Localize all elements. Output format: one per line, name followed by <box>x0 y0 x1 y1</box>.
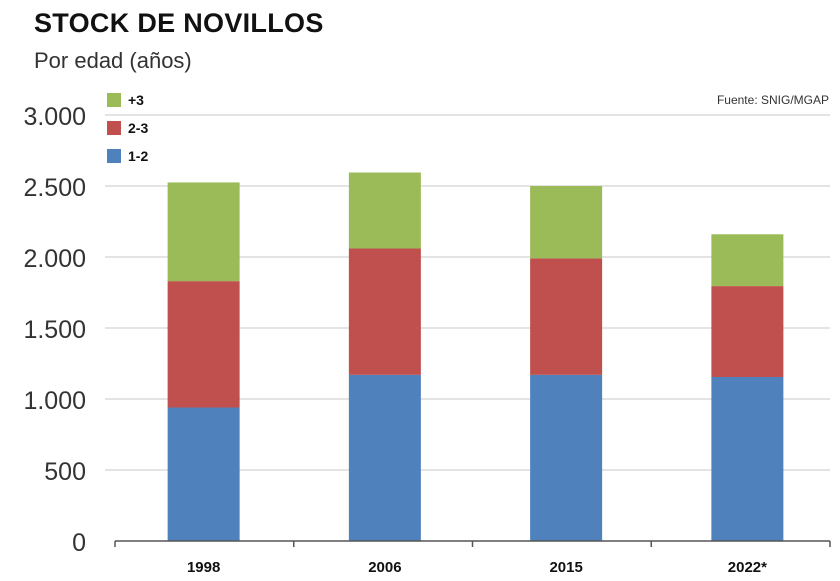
y-tick-label: 2.000 <box>23 245 86 273</box>
x-tick-label: 2006 <box>368 559 401 576</box>
y-tick-label: 1.500 <box>23 316 86 344</box>
y-axis-ticks: 0 500 1.000 1.500 2.000 2.500 3.000 <box>23 103 86 557</box>
chart-title: STOCK DE NOVILLOS <box>34 8 324 38</box>
bars <box>167 172 784 541</box>
y-tick-label: 0 <box>72 529 86 557</box>
bar-segment-1-2-1998 <box>167 407 240 541</box>
x-axis: 1998 2006 2015 2022* <box>114 540 831 576</box>
y-tick-label: 3.000 <box>23 103 86 131</box>
bar-segment-2-3-2015 <box>530 258 603 375</box>
legend-swatch-2-3 <box>107 121 121 135</box>
bar-segment-2-3-2022 <box>711 286 784 377</box>
legend-label: 1-2 <box>128 148 148 164</box>
y-tick-label: 2.500 <box>23 174 86 202</box>
legend: +3 2-3 1-2 <box>107 92 148 164</box>
bar-segment-plus3-1998 <box>167 182 240 282</box>
bar-segment-2-3-1998 <box>167 281 240 408</box>
y-tick-label: 500 <box>44 458 86 486</box>
legend-label: +3 <box>128 92 144 108</box>
y-tick-label: 1.000 <box>23 387 86 415</box>
x-tick-label: 1998 <box>187 559 220 576</box>
x-tick-label: 2015 <box>549 559 582 576</box>
bar-segment-1-2-2006 <box>348 374 421 541</box>
bar-segment-plus3-2006 <box>348 172 421 249</box>
bar-segment-2-3-2006 <box>348 248 421 375</box>
bar-segment-1-2-2022 <box>711 376 784 541</box>
legend-swatch-1-2 <box>107 149 121 163</box>
legend-label: 2-3 <box>128 120 148 136</box>
bar-segment-plus3-2015 <box>530 186 603 259</box>
legend-swatch-plus3 <box>107 93 121 107</box>
chart-subtitle: Por edad (años) <box>34 48 192 73</box>
source-note: Fuente: SNIG/MGAP <box>717 93 829 107</box>
x-tick-label: 2022* <box>728 559 767 576</box>
bar-segment-plus3-2022 <box>711 234 784 287</box>
bar-segment-1-2-2015 <box>530 374 603 541</box>
